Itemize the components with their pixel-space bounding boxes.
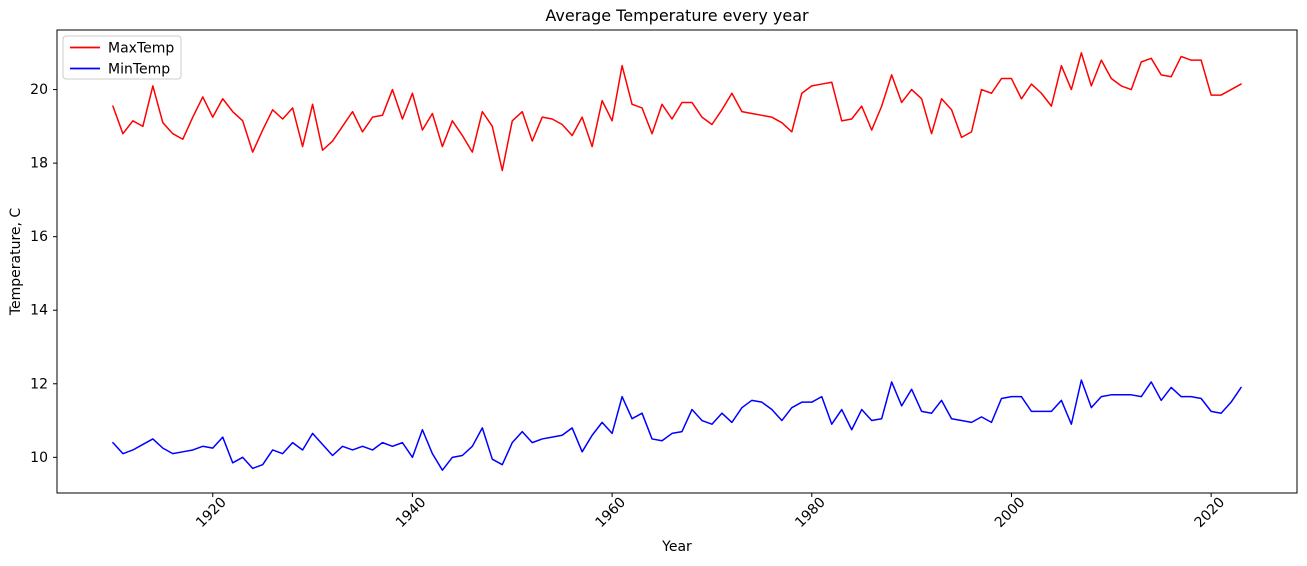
y-tick-label: 20 (30, 82, 48, 98)
series-line-maxtemp (112, 52, 1242, 172)
legend-label-maxtemp: MaxTemp (108, 41, 174, 57)
y-tick-label: 16 (30, 229, 48, 245)
x-tick-label: 1980 (792, 494, 829, 531)
y-tick-label: 12 (30, 376, 48, 392)
legend: MaxTemp MinTemp (62, 35, 182, 80)
x-tick-label: 1960 (593, 494, 630, 531)
y-tick-label: 18 (30, 156, 48, 172)
x-tick-label: 1920 (193, 494, 230, 531)
x-tick-label: 2000 (992, 494, 1029, 531)
plot-frame (56, 29, 1298, 494)
series-line-mintemp (112, 379, 1242, 471)
y-tick-label: 10 (30, 450, 48, 466)
chart-title: Average Temperature every year (545, 6, 809, 25)
data-series (112, 52, 1242, 471)
y-tick-label: 14 (30, 303, 48, 319)
y-axis-label: Temperature, C (8, 208, 24, 317)
axes-spines (56, 29, 1298, 494)
x-tick-label: 1940 (393, 494, 430, 531)
legend-label-mintemp: MinTemp (108, 62, 170, 78)
x-tick-label: 2020 (1192, 494, 1229, 531)
y-axis-ticks: 10 12 14 16 18 20 (30, 82, 57, 466)
x-axis-label: Year (661, 539, 692, 555)
x-axis-ticks: 1920 1940 1960 1980 2000 2020 (193, 493, 1228, 531)
